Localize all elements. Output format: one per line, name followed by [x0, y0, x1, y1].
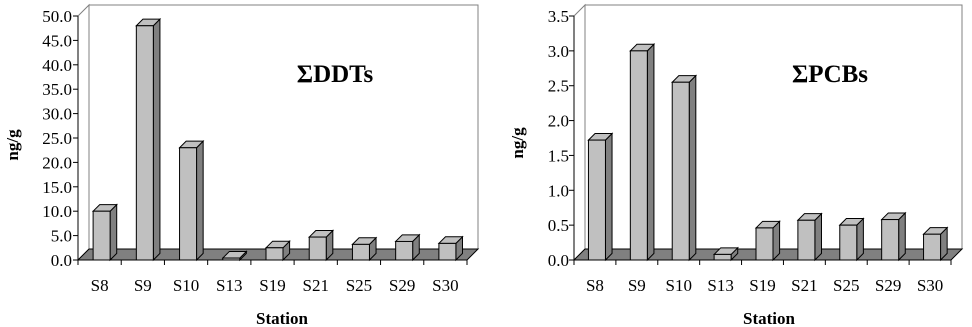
y-axis-title: ng/g — [508, 127, 527, 159]
bar-side — [109, 203, 118, 262]
bar-front — [755, 227, 774, 261]
bar-side — [152, 17, 161, 262]
bar-side — [646, 43, 655, 262]
bar-side — [898, 211, 906, 262]
bar-side — [688, 74, 697, 262]
bar — [754, 220, 781, 262]
y-tick-label: 3.0 — [548, 42, 569, 61]
x-tick-label: S13 — [707, 276, 733, 295]
x-tick-label: S9 — [134, 276, 152, 295]
bar-front — [671, 81, 690, 261]
bar-front — [438, 242, 457, 261]
bar — [394, 233, 421, 262]
bar-front — [629, 50, 648, 261]
y-tick-label: 35.0 — [42, 80, 72, 99]
x-tick-label: S30 — [917, 276, 943, 295]
y-tick-label: 50.0 — [42, 7, 72, 26]
y-tick-label: 25.0 — [42, 129, 72, 148]
y-tick-label: 0.0 — [548, 251, 569, 270]
plot-area: 0.0 0.5 1.0 1.5 2.0 2.5 3.0 3.5 S8 S9 S10 S13 S19 S21… — [548, 3, 964, 295]
bar — [922, 226, 949, 262]
x-tick-label: S21 — [791, 276, 817, 295]
bar-front — [713, 253, 732, 261]
bar-front — [881, 219, 900, 261]
ddt-chart: 0.0 5.0 10.0 15.0 20.0 25.0 30.0 35.0 40.0 45.0 50… — [3, 3, 480, 327]
x-tick-label: S13 — [216, 276, 242, 295]
y-tick-label: 10.0 — [42, 202, 72, 221]
x-tick-label: S19 — [259, 276, 285, 295]
bar-side — [814, 212, 822, 262]
bar-front — [839, 224, 858, 261]
y-tick-label: 0.5 — [548, 216, 569, 235]
bar-front — [179, 147, 198, 261]
bar — [351, 236, 378, 262]
bar — [91, 203, 118, 262]
bar — [880, 211, 907, 262]
bar — [796, 212, 823, 262]
y-tick-label: 5.0 — [51, 227, 72, 246]
x-tick-label: S25 — [833, 276, 859, 295]
x-tick-label: S21 — [302, 276, 328, 295]
chart-title: ΣPCBs — [792, 61, 868, 88]
y-tick-label: 2.5 — [548, 77, 569, 96]
bar-front — [923, 233, 942, 261]
y-tick-label: 1.5 — [548, 146, 569, 165]
bar-front — [587, 139, 606, 261]
bar-front — [395, 240, 414, 261]
x-tick-label: S10 — [665, 276, 691, 295]
bar — [587, 132, 614, 262]
side-wall — [573, 3, 586, 262]
x-axis-title: Station — [256, 309, 309, 327]
bar-front — [797, 219, 816, 261]
x-tick-label: S10 — [173, 276, 199, 295]
side-wall — [77, 3, 90, 262]
bar — [629, 43, 656, 262]
chart-title: ΣDDTs — [297, 61, 374, 88]
bar — [712, 246, 739, 262]
bar — [264, 239, 291, 262]
y-tick-label: 20.0 — [42, 153, 72, 172]
y-axis-title: ng/g — [3, 129, 22, 161]
x-tick-label: S25 — [346, 276, 372, 295]
bar-front — [265, 247, 284, 261]
bar-side — [196, 139, 204, 262]
y-tick-label: 40.0 — [42, 56, 72, 75]
y-tick-label: 1.0 — [548, 181, 569, 200]
x-tick-label: S30 — [432, 276, 458, 295]
bar-front — [135, 25, 154, 261]
bar — [308, 229, 335, 262]
bar-front — [308, 236, 327, 261]
bar — [135, 17, 162, 262]
bar-side — [604, 132, 613, 262]
pcb-chart: 0.0 0.5 1.0 1.5 2.0 2.5 3.0 3.5 S8 S9 S10 S13 S19 S21… — [508, 3, 964, 327]
bar — [838, 217, 865, 262]
plot-area: 0.0 5.0 10.0 15.0 20.0 25.0 30.0 35.0 40.0 45.0 50… — [42, 3, 480, 295]
y-tick-label: 2.0 — [548, 112, 569, 131]
bar — [221, 250, 248, 262]
y-tick-label: 30.0 — [42, 105, 72, 124]
x-tick-label: S29 — [875, 276, 901, 295]
x-axis-title: Station — [743, 309, 796, 327]
y-tick-label: 45.0 — [42, 31, 72, 50]
bar-front — [222, 257, 241, 261]
bar — [437, 235, 464, 262]
x-tick-label: S8 — [91, 276, 109, 295]
y-tick-label: 15.0 — [42, 178, 72, 197]
x-tick-label: S19 — [749, 276, 775, 295]
x-tick-label: S9 — [628, 276, 646, 295]
bar — [178, 139, 205, 262]
y-tick-label: 0.0 — [51, 251, 72, 270]
y-tick-label: 3.5 — [548, 7, 569, 26]
x-tick-label: S8 — [586, 276, 604, 295]
bar — [671, 74, 698, 262]
bar-front — [351, 243, 370, 261]
x-tick-label: S29 — [389, 276, 415, 295]
bar-front — [92, 210, 111, 261]
